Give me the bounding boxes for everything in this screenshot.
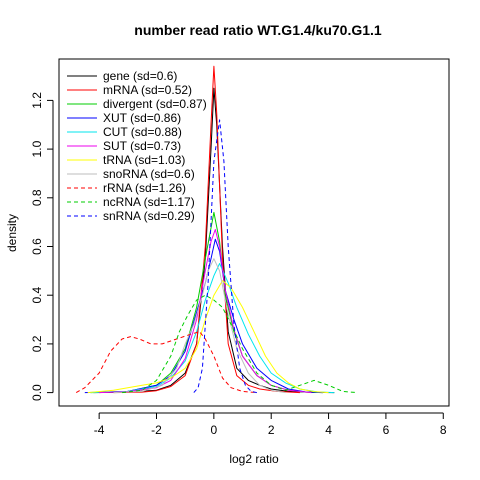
x-axis-label: log2 ratio bbox=[229, 452, 279, 466]
y-tick-label: 1.2 bbox=[30, 92, 44, 109]
legend-label-10: snRNA (sd=0.29) bbox=[103, 209, 195, 223]
x-tick-label: -2 bbox=[151, 423, 162, 437]
legend-label-6: tRNA (sd=1.03) bbox=[103, 153, 185, 167]
legend-label-0: gene (sd=0.6) bbox=[103, 69, 177, 83]
legend-label-9: ncRNA (sd=1.17) bbox=[103, 195, 195, 209]
y-tick-label: 0.4 bbox=[30, 287, 44, 304]
y-axis-label: density bbox=[5, 214, 19, 252]
y-tick-label: 1.0 bbox=[30, 140, 44, 157]
legend-label-2: divergent (sd=0.87) bbox=[103, 97, 207, 111]
x-tick-label: -4 bbox=[94, 423, 105, 437]
series-line-9 bbox=[122, 294, 358, 394]
x-tick-label: 8 bbox=[440, 423, 447, 437]
plot-frame bbox=[58, 58, 450, 407]
x-tick-label: 4 bbox=[325, 423, 332, 437]
series-curves bbox=[75, 65, 358, 394]
series-line-7 bbox=[113, 258, 286, 394]
series-line-8 bbox=[75, 331, 257, 394]
chart-title: number read ratio WT.G1.4/ku70.G1.1 bbox=[134, 22, 382, 38]
y-tick-label: 0.0 bbox=[30, 384, 44, 401]
x-tick-label: 0 bbox=[211, 423, 218, 437]
y-axis: 0.0 0.2 0.4 0.6 0.8 1.0 1.2 bbox=[30, 92, 54, 401]
x-tick-label: 6 bbox=[383, 423, 390, 437]
legend-label-5: SUT (sd=0.73) bbox=[103, 139, 181, 153]
legend-label-3: XUT (sd=0.86) bbox=[103, 111, 181, 125]
x-axis: -4 -2 0 2 4 6 8 bbox=[94, 412, 447, 437]
series-line-4 bbox=[90, 263, 335, 394]
legend-label-4: CUT (sd=0.88) bbox=[103, 125, 182, 139]
legend-label-1: mRNA (sd=0.52) bbox=[103, 83, 192, 97]
legend-label-8: rRNA (sd=1.26) bbox=[103, 181, 186, 195]
y-tick-label: 0.8 bbox=[30, 189, 44, 206]
y-tick-label: 0.2 bbox=[30, 335, 44, 352]
x-tick-label: 2 bbox=[268, 423, 275, 437]
legend-label-7: snoRNA (sd=0.6) bbox=[103, 167, 195, 181]
legend: gene (sd=0.6)mRNA (sd=0.52)divergent (sd… bbox=[67, 69, 207, 223]
series-line-6 bbox=[87, 280, 329, 394]
series-line-1 bbox=[113, 65, 300, 394]
y-tick-label: 0.6 bbox=[30, 238, 44, 255]
series-line-10 bbox=[193, 119, 258, 394]
series-line-5 bbox=[99, 229, 312, 394]
